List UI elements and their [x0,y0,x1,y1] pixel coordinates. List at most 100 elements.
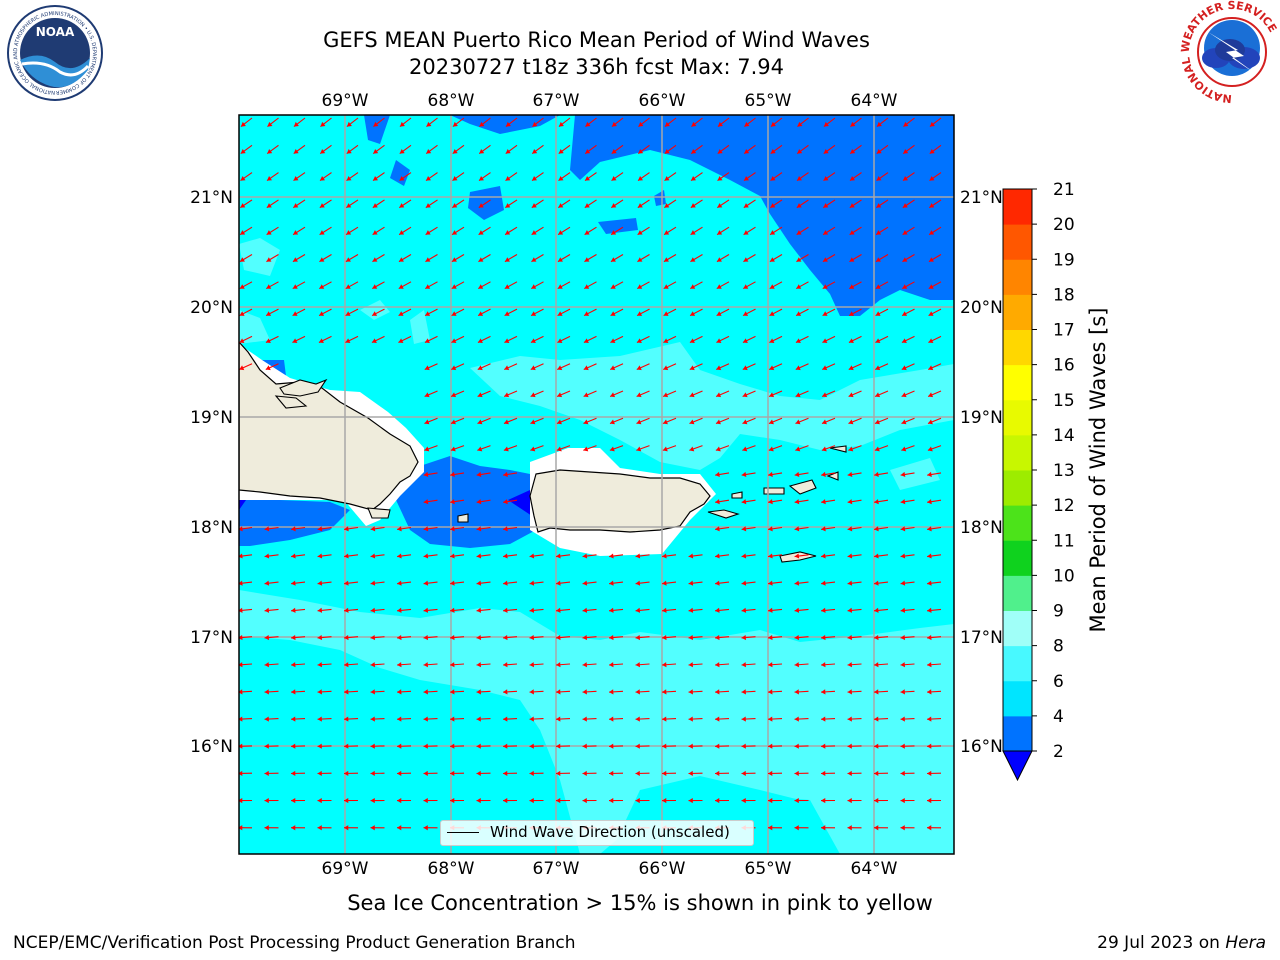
wind-wave-arrow [661,743,677,749]
wind-wave-arrow [715,634,730,641]
wind-wave-arrow [662,580,677,586]
wind-wave-arrow [717,172,730,182]
wind-wave-arrow [529,634,544,641]
wind-wave-arrow [476,607,491,613]
wind-wave-arrow [529,797,544,804]
wind-wave-arrow [370,770,385,776]
sea-ice-note: Sea Ice Concentration > 15% is shown in … [347,891,933,915]
wind-wave-arrow [451,281,465,290]
wind-wave-arrow [317,553,332,559]
wind-wave-arrow [290,825,306,831]
wind-wave-arrow [929,144,942,155]
hispaniola-land [239,341,419,511]
wind-wave-arrow [901,390,915,398]
colorbar-segment [1003,505,1032,541]
wind-wave-arrow [558,117,571,128]
wind-wave-arrow [716,254,730,263]
wind-wave-arrow [847,499,862,505]
wind-wave-arrow [795,363,809,371]
wind-wave-arrow [903,117,915,128]
wind-wave-arrow [451,308,465,317]
lat-label: 21°N [960,188,1003,208]
wind-wave-arrow [317,689,332,695]
wind-wave-arrow [795,445,809,452]
wind-wave-arrow [876,117,889,128]
wind-wave-arrow [715,580,730,586]
wind-wave-arrow [343,825,359,831]
wind-wave-arrow [396,743,412,749]
wind-wave-arrow [848,281,862,290]
wind-wave-arrow [264,743,279,749]
colorbar-tick-label: 20 [1053,215,1075,235]
lat-label: 20°N [960,298,1003,318]
wind-wave-arrow [503,417,518,425]
wind-wave-arrow [741,471,756,478]
colorbar-segment [1003,259,1032,295]
wind-wave-arrow [582,607,597,613]
wind-wave-arrow [901,363,915,371]
wind-wave-arrow [476,770,491,776]
wind-wave-arrow [477,308,491,317]
wind-wave-arrow [900,526,915,532]
wind-wave-arrow [900,499,915,505]
wind-wave-arrow [451,226,465,236]
wind-wave-arrow [689,445,703,452]
wind-wave-arrow [503,471,518,478]
wind-wave-arrow [396,662,412,668]
wind-wave-arrow [873,716,889,722]
wind-wave-arrow [847,662,862,668]
footer-date: 29 Jul 2023 on [1097,933,1220,953]
wind-wave-arrow [926,770,942,776]
wind-wave-arrow [741,526,756,532]
wind-wave-arrow [662,607,677,613]
wind-wave-arrow [424,335,438,344]
wind-wave-arrow [847,743,862,749]
wind-wave-arrow [396,770,412,776]
wind-wave-arrow [821,445,836,452]
wind-wave-arrow [661,770,677,776]
wind-wave-arrow [742,363,756,371]
lon-label: 67°W [533,91,580,111]
wind-wave-arrow [449,716,465,722]
wind-wave-arrow [343,662,359,668]
wind-wave-arrow [371,308,385,317]
wind-wave-arrow [767,689,783,695]
lon-label: 68°W [428,91,475,111]
wind-wave-arrow [530,445,544,452]
wind-wave-arrow [423,580,438,586]
wind-wave-arrow [847,607,862,613]
wind-wave-arrow [531,226,544,236]
wind-wave-arrow [582,797,597,804]
wind-wave-arrow [264,689,279,695]
wind-wave-arrow [556,580,571,586]
latitude-labels-right: 21°N 20°N 19°N 18°N 17°N 16°N [960,188,1003,757]
wind-wave-arrow [794,797,809,804]
lon-label: 67°W [533,859,580,879]
wind-wave-arrow [529,607,544,613]
wind-wave-arrow [768,390,783,398]
colorbar-segment [1003,645,1032,682]
lon-label: 66°W [639,91,686,111]
colorbar-tick-label: 11 [1053,531,1075,551]
wind-wave-arrow [796,199,809,209]
wind-wave-arrow [504,281,518,290]
wind-wave-arrow [875,335,889,344]
wind-wave-arrow [450,499,465,505]
wind-wave-arrow [449,689,465,695]
wind-wave-arrow [264,607,279,613]
wind-wave-arrow [557,335,571,344]
wind-wave-arrow [609,445,624,452]
wind-wave-arrow [423,526,438,532]
wind-wave-arrow [927,445,942,452]
wind-wave-arrow [610,363,624,371]
wind-wave-arrow [742,308,756,317]
wind-wave-arrow [397,526,412,532]
wind-wave-arrow [821,607,836,613]
wind-wave-arrow [370,743,385,749]
wind-wave-arrow [265,363,279,371]
wind-wave-arrow [319,254,332,263]
wind-wave-arrow [266,172,279,182]
wind-wave-arrow [346,117,359,128]
wind-wave-arrow [396,797,412,804]
wind-wave-arrow [292,308,306,317]
